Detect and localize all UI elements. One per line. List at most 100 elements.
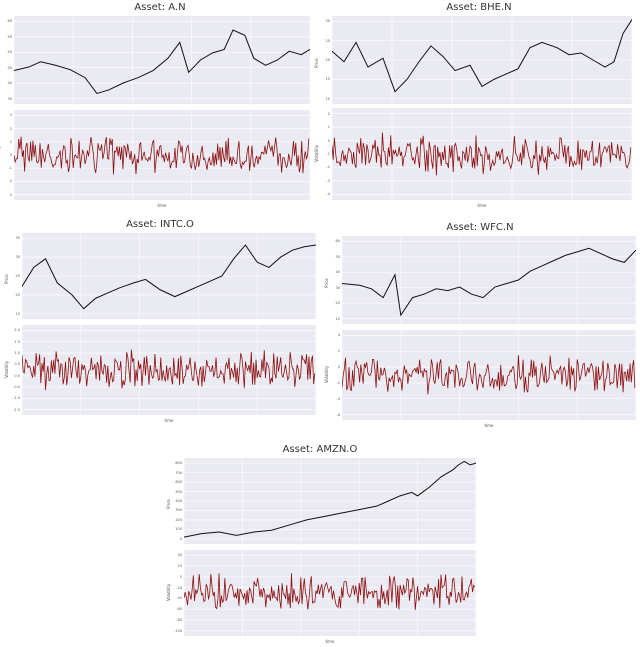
y-axis-label: Price [4, 274, 9, 284]
x-axis-label: time [325, 639, 335, 644]
chart-title: Asset: AMZN.O [282, 444, 358, 455]
volatility-line [14, 110, 310, 200]
y-tick-label: 200 [175, 517, 182, 522]
y-tick-label: 3 [9, 113, 12, 118]
price-panel [14, 16, 310, 104]
y-tick-label: -1 [326, 152, 331, 156]
y-tick-label: 10 [335, 316, 340, 321]
y-axis-label: Volatility [314, 144, 319, 162]
chart-intc-o: Asset: INTC.O 35 30 25 20 15 Price 2.0 1.5 1.0 0.… [0, 215, 320, 430]
y-tick-label: 0 [179, 574, 182, 579]
y-tick-label: 0 [179, 536, 182, 541]
volatility-line [22, 325, 316, 415]
volatility-panel [184, 550, 476, 636]
volatility-panel [332, 108, 632, 200]
y-tick-label: 400 [175, 499, 182, 503]
price-line [332, 16, 632, 104]
y-tick-label: 35 [7, 96, 12, 101]
y-axis-label: Volatility [324, 365, 329, 383]
y-tick-label: 50 [335, 254, 340, 259]
x-axis-label: time [477, 203, 487, 208]
y-tick-label: 40 [335, 270, 340, 275]
volatility-line [184, 550, 476, 636]
y-tick-label: -20 [176, 585, 182, 590]
chart-amzn-o: Asset: AMZN.O 800 700 600 500 400 300 200 100 0 P… [160, 440, 480, 647]
y-tick-label: -80 [176, 618, 182, 623]
y-tick-label: -4 [326, 192, 331, 197]
y-axis-label: Price [324, 278, 329, 288]
y-tick-label: 15 [325, 77, 330, 82]
y-tick-label: 20 [325, 58, 330, 62]
volatility-panel [22, 325, 316, 415]
y-tick-label: 2 [9, 126, 12, 131]
price-panel [342, 236, 636, 324]
y-tick-label: -1 [8, 166, 13, 171]
y-axis-label: Price [166, 499, 171, 509]
x-axis-label: time [157, 203, 167, 208]
y-axis-label: Price [0, 58, 1, 68]
y-tick-label: 1 [9, 139, 12, 144]
volatility-line [332, 108, 632, 200]
volatility-panel [342, 330, 636, 420]
price-line [14, 16, 310, 104]
y-tick-label: 15 [15, 311, 20, 316]
y-tick-label: -2 [336, 380, 341, 385]
volatility-line [342, 330, 636, 420]
price-panel [332, 16, 632, 104]
y-tick-label: 45 [7, 65, 12, 70]
price-line [342, 236, 636, 324]
volatility-panel [14, 110, 310, 200]
price-line [22, 233, 316, 319]
y-tick-label: 300 [175, 508, 182, 513]
price-panel [184, 458, 476, 544]
y-tick-label: 0 [327, 138, 330, 143]
y-tick-label: 1 [327, 125, 330, 129]
chart-bhe-n: Asset: BHE.N 30 25 20 15 10 Price 2 1 0 -1 -2 -3 -4 V… [314, 0, 640, 215]
y-tick-label: 35 [15, 236, 20, 241]
x-axis-label: time [164, 418, 174, 423]
y-tick-label: -3 [326, 178, 331, 183]
y-tick-label: -3 [8, 192, 13, 197]
y-tick-label: 60 [335, 239, 340, 244]
y-tick-label: 1.0 [14, 351, 20, 356]
chart-title: Asset: WFC.N [446, 222, 514, 233]
x-axis-label: time [484, 423, 494, 428]
y-tick-label: 0 [337, 365, 340, 370]
y-axis-label: Price [314, 58, 319, 68]
y-tick-label: -0.5 [13, 384, 20, 389]
y-tick-label: 30 [335, 285, 340, 290]
y-tick-label: -1.0 [13, 396, 20, 401]
y-tick-label: 20 [335, 301, 340, 306]
chart-a-n: Asset: A.N 60 55 50 45 40 35 Price 3 2 1 0 -1 -2 -3 Vo… [0, 0, 320, 215]
chart-title: Asset: BHE.N [446, 2, 512, 13]
y-axis-label: Volatility [4, 360, 9, 378]
y-axis-label: Volatility [0, 146, 1, 163]
y-tick-label: 55 [7, 34, 12, 39]
y-tick-label: 40 [177, 553, 182, 558]
y-tick-label: 2.0 [14, 328, 20, 333]
price-panel [22, 233, 316, 319]
y-axis-label: Volatility [166, 583, 171, 601]
chart-title: Asset: INTC.O [126, 219, 194, 230]
y-tick-label: 500 [175, 489, 182, 494]
y-tick-label: 600 [175, 480, 182, 485]
y-tick-label: -4 [336, 396, 341, 401]
y-tick-label: 800 [175, 461, 182, 466]
y-tick-label: 60 [7, 19, 12, 24]
y-tick-label: 25 [15, 274, 20, 278]
y-tick-label: -6 [336, 412, 341, 417]
y-tick-label: 100 [175, 527, 182, 532]
y-tick-label: 30 [15, 255, 20, 260]
y-tick-label: 25 [325, 38, 330, 43]
y-tick-label: 2 [327, 111, 330, 116]
y-tick-label: 700 [175, 470, 182, 475]
y-tick-label: -1.5 [13, 407, 20, 412]
y-tick-label: -2 [8, 179, 13, 184]
y-tick-label: 0.5 [14, 362, 20, 367]
y-tick-label: 4 [337, 333, 340, 338]
y-tick-label: 50 [7, 50, 12, 55]
price-line [184, 458, 476, 544]
y-tick-label: 30 [325, 19, 330, 24]
y-tick-label: 0 [9, 153, 12, 157]
y-tick-label: -40 [176, 596, 182, 601]
